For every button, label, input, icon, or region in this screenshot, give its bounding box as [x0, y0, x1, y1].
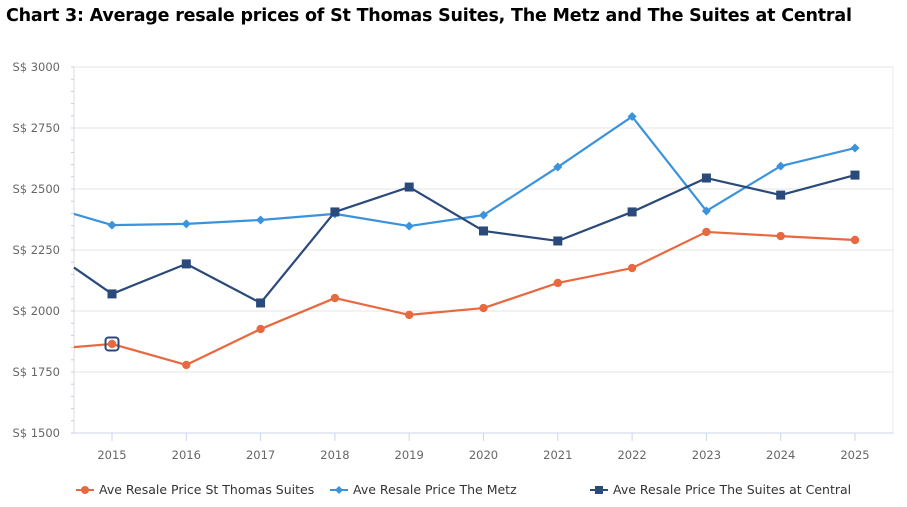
data-point-circle — [107, 339, 117, 349]
data-point-circle — [182, 360, 191, 370]
x-tick-label: 2022 — [617, 448, 646, 462]
data-point-circle — [479, 303, 488, 313]
series-line — [73, 115, 856, 228]
highlight-marker — [104, 336, 120, 352]
data-point-circle — [256, 324, 265, 334]
y-tick-label: S$ 1500 — [12, 426, 60, 440]
data-point-diamond — [627, 112, 637, 122]
data-point-diamond — [404, 221, 414, 231]
data-point-square — [181, 259, 191, 269]
data-point-square — [479, 226, 488, 236]
chart-title: Chart 3: Average resale prices of St Tho… — [6, 6, 852, 26]
x-tick-label: 2015 — [97, 448, 126, 462]
x-tick-label: 2016 — [172, 448, 201, 462]
data-point-circle — [553, 278, 562, 288]
data-point-square — [107, 289, 117, 299]
y-axis: S$ 1500 S$ 1750 S$ 2000 S$ 2250 S$ 2500 S$ 27… — [12, 60, 75, 440]
legend-label: Ave Resale Price St Thomas Suites — [99, 482, 315, 497]
data-point-circle — [627, 263, 637, 273]
series-line — [73, 230, 856, 367]
y-tick-label: S$ 2000 — [12, 304, 60, 318]
data-point-square — [553, 236, 563, 246]
data-point-diamond — [107, 220, 117, 230]
data-point-diamond — [553, 162, 563, 172]
data-point-diamond — [701, 206, 711, 216]
legend-item-st-thomas-suites[interactable]: Ave Resale Price St Thomas Suites — [76, 482, 314, 497]
series-layer — [73, 112, 860, 370]
data-point-circle — [776, 231, 785, 241]
square-marker-icon — [590, 484, 608, 496]
circle-marker-icon — [76, 484, 94, 496]
data-point-diamond — [479, 210, 488, 220]
y-tick-label: S$ 2250 — [12, 243, 60, 257]
x-tick-label: 2020 — [469, 448, 498, 462]
y-tick-label: S$ 2750 — [12, 121, 60, 135]
series-line — [73, 174, 856, 305]
data-point-circle — [850, 235, 860, 245]
y-tick-label: S$ 2500 — [12, 182, 60, 196]
series-circle — [73, 227, 860, 370]
x-axis: 2015 2016 2017 2018 2019 2020 2021 2022 2023 2024… — [74, 432, 893, 462]
series-square — [73, 170, 860, 308]
diamond-marker-icon — [330, 484, 348, 496]
legend-label: Ave Resale Price The Suites at Central — [613, 482, 852, 497]
x-tick-label: 2024 — [766, 448, 795, 462]
data-point-diamond — [256, 215, 266, 225]
x-tick-label: 2023 — [692, 448, 721, 462]
gridlines — [73, 66, 894, 434]
x-tick-label: 2021 — [543, 448, 572, 462]
legend-item-the-suites-at-central[interactable]: Ave Resale Price The Suites at Central — [590, 482, 851, 497]
data-point-square — [256, 298, 266, 308]
data-point-square — [776, 190, 786, 200]
data-point-square — [701, 173, 711, 183]
data-point-diamond — [776, 161, 786, 171]
legend-item-the-metz[interactable]: Ave Resale Price The Metz — [330, 482, 517, 497]
x-tick-label: 2018 — [320, 448, 349, 462]
data-point-square — [850, 170, 860, 180]
y-tick-label: S$ 1750 — [12, 365, 60, 379]
series-diamond — [73, 112, 860, 231]
data-point-circle — [405, 310, 414, 320]
y-tick-label: S$ 3000 — [12, 60, 60, 74]
data-point-circle — [330, 293, 340, 303]
data-point-circle — [702, 227, 711, 237]
legend-label: Ave Resale Price The Metz — [353, 482, 517, 497]
data-point-square — [330, 207, 340, 217]
x-tick-label: 2017 — [246, 448, 275, 462]
data-point-diamond — [181, 219, 191, 229]
x-tick-label: 2025 — [840, 448, 869, 462]
data-point-square — [404, 182, 414, 192]
data-point-square — [627, 207, 637, 217]
x-tick-label: 2019 — [395, 448, 424, 462]
data-point-diamond — [850, 143, 860, 153]
